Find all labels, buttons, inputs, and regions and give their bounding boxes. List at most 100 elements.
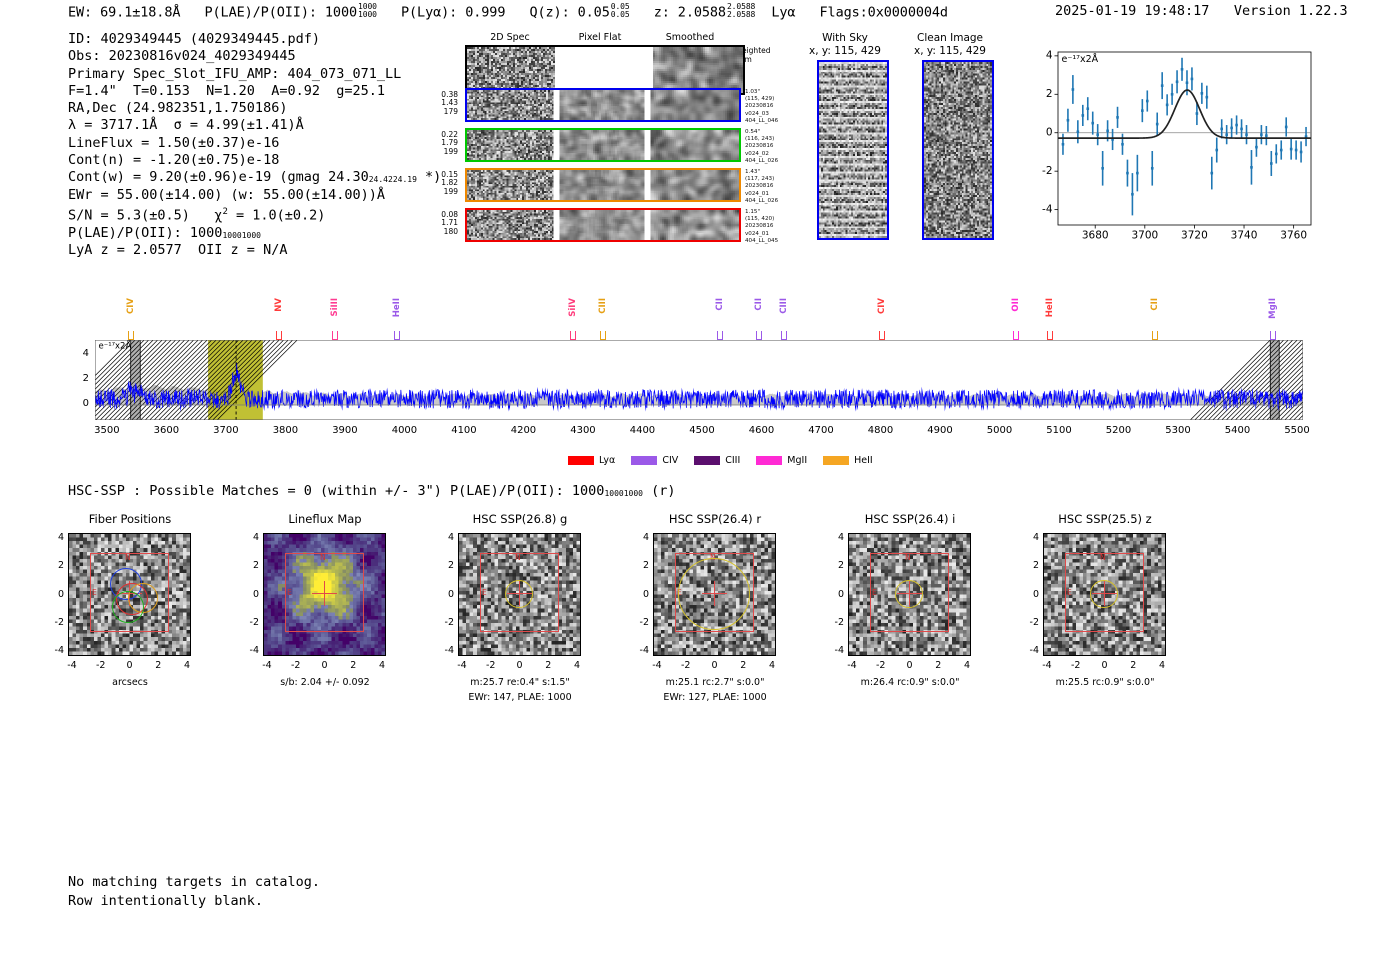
spectrum-x-tick: 5000	[986, 425, 1013, 436]
cutout-y-tick: -4	[834, 645, 844, 656]
cutout-image[interactable]	[1043, 533, 1166, 656]
spectrum-line-label: CIII	[779, 298, 790, 314]
spectrum-line-bracket	[599, 331, 606, 340]
cutout-y-tick: 0	[642, 588, 649, 600]
fiber-row-meta: 1.15" (115, 420) 20230816 v024_01 404_LL…	[745, 209, 779, 244]
cutout-caption-secondary: EWr: 147, PLAE: 1000	[468, 692, 572, 703]
cutout-y-tick: 2	[1032, 560, 1039, 572]
cutout-image[interactable]	[263, 533, 386, 656]
spectrum-line-bracket	[128, 331, 135, 340]
spectrum-line-bracket	[1012, 331, 1019, 340]
spectrum-x-tick: 3900	[332, 425, 358, 436]
spec2d-montage: 2D Spec Pixel Flat Smoothed Weighted Sum	[440, 32, 771, 247]
header-line-name: Lyα	[771, 4, 796, 21]
top-cutout-title: With Sky	[822, 32, 868, 44]
fiber-row-image[interactable]	[465, 208, 741, 242]
cutout-x-tick: -2	[486, 660, 496, 671]
fiber-row-canvas	[467, 130, 739, 160]
spectrum-x-tick: 3600	[153, 425, 180, 436]
header-qz-range: 0.05 0.05	[610, 2, 630, 19]
cutout-canvas	[69, 534, 190, 655]
spectrum-x-tick: 3800	[272, 425, 299, 436]
fiber-row-image[interactable]	[465, 88, 741, 122]
cutout-canvas	[1044, 534, 1165, 655]
spectrum-line-label: CIV	[877, 298, 888, 314]
cutout-canvas	[264, 534, 385, 655]
cutout-x-tick: 0	[516, 660, 523, 671]
cutout-x-tick: 2	[350, 660, 357, 671]
info-cont-w: Cont(w) = 9.20(±0.96)e-19 (gmag 24.30	[68, 169, 369, 186]
cutout-y-tick: -4	[249, 645, 259, 656]
cutout-y-tick: 0	[57, 588, 64, 600]
legend-label: CIV	[662, 455, 679, 466]
cutout-caption-primary: m:25.7 re:0.4" s:1.5"	[470, 677, 570, 688]
cutout-y-tick: -4	[1029, 645, 1039, 656]
timestamp: 2025-01-19 19:48:17	[1055, 3, 1210, 19]
info-chi-exp: 2	[222, 206, 228, 217]
info-observing-conditions: F=1.4" T=0.153 N=1.20 A=0.92 g=25.1	[68, 82, 385, 99]
cutout-y-tick: -2	[444, 616, 454, 628]
spectrum-x-tick: 4600	[748, 425, 775, 436]
cutout-y-tick: 0	[837, 588, 844, 600]
top-cutout-coords: x, y: 115, 429	[914, 45, 986, 57]
top-cutout-image[interactable]	[817, 60, 889, 240]
cutout-x-tick: 4	[963, 660, 971, 671]
cutout-caption-primary: m:26.4 rc:0.9" s:0.0"	[860, 677, 960, 688]
cutout-x-tick: 4	[573, 660, 581, 671]
hsc-header-tail: (r)	[642, 483, 676, 499]
spectrum-line-label: CIV	[126, 298, 137, 314]
legend-swatch	[756, 456, 783, 465]
fiber-row-meta: 0.54" (116, 243) 20230816 v024_02 404_LL…	[745, 129, 779, 164]
cutout-image[interactable]	[458, 533, 581, 656]
top-cutout-canvas	[819, 62, 887, 238]
spectrum-x-tick: 4400	[629, 425, 656, 436]
cutout-x-tick: 2	[740, 660, 747, 671]
info-plae: P(LAE)/P(OII): 1000	[68, 224, 223, 241]
cutout-y-tick: 4	[252, 532, 259, 543]
cutout-x-tick: 0	[711, 660, 718, 671]
cutout-image[interactable]	[848, 533, 971, 656]
spectrum-x-tick: 5100	[1046, 425, 1072, 436]
cutout-canvas	[849, 534, 970, 655]
full-spectrum-plot	[95, 340, 1303, 420]
fiber-row-meta: 1.43" (117, 243) 20230816 v024_01 404_LL…	[745, 169, 779, 204]
cutout-y-tick: -2	[54, 616, 64, 628]
spectrum-line-bracket	[1270, 331, 1277, 340]
header-qz: Q(z): 0.05	[529, 4, 610, 21]
cutout-y-tick: 0	[252, 588, 259, 600]
spectrum-x-tick: 4300	[570, 425, 596, 436]
spectrum-line-label: CIII	[597, 298, 608, 314]
cutout-image[interactable]	[68, 533, 191, 656]
cutout-y-tick: 4	[642, 532, 649, 543]
legend-label: Lyα	[599, 455, 616, 466]
hsc-header-range: 10001000	[604, 488, 643, 498]
cutout-y-tick: 4	[447, 532, 454, 543]
cutout-y-tick: 4	[837, 532, 844, 543]
info-id: ID: 4029349445 (4029349445.pdf)	[68, 31, 320, 47]
spectrum-line-bracket	[879, 331, 886, 340]
info-ewr: EWr = 55.00(±14.00) (w: 55.00(±14.00))Å	[68, 186, 385, 203]
cutout-x-tick: -2	[96, 660, 106, 671]
cutout-title: HSC SSP(25.5) z	[1058, 512, 1152, 526]
fiber-row-image[interactable]	[465, 128, 741, 162]
spectrum-x-tick: 4900	[927, 425, 953, 436]
cutout-x-tick: 4	[1158, 660, 1166, 671]
cutout-caption-primary: s/b: 2.04 +/- 0.092	[280, 677, 370, 688]
cutout-title: HSC SSP(26.4) r	[668, 512, 762, 526]
spectrum-x-tick: 3700	[213, 425, 239, 436]
top-cutout-image[interactable]	[922, 60, 994, 240]
fiber-row-weights: 0.38 1.43 179	[441, 90, 458, 116]
spectrum-x-tick: 5500	[1284, 425, 1310, 436]
top-cutout-title: Clean Image	[916, 32, 984, 44]
spectrum-legend: Lyα CIV CIII MgII HeII	[568, 450, 889, 469]
line-fit-plot	[1035, 48, 1315, 248]
cutout-image[interactable]	[653, 533, 776, 656]
spectrum-line-bracket	[394, 331, 401, 340]
spectrum-line-label: HeII	[1045, 298, 1056, 318]
fiber-row-canvas	[467, 170, 739, 200]
fiber-row-image[interactable]	[465, 168, 741, 202]
hsc-ssp-header: HSC-SSP : Possible Matches = 0 (within +…	[68, 483, 675, 499]
cutout-x-tick: -4	[847, 660, 857, 671]
cutout-y-tick: 0	[1032, 588, 1039, 600]
spectrum-line-bracket	[755, 331, 762, 340]
